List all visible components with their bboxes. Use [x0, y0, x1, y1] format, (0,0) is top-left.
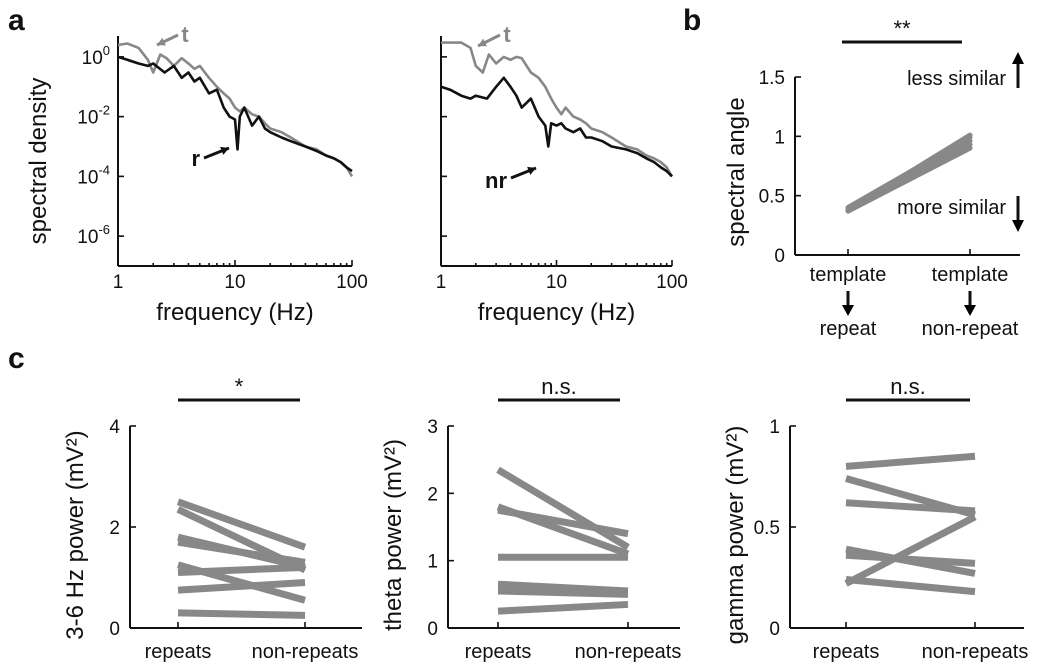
y-tick-label: 1 [769, 417, 780, 438]
arrow-head [478, 38, 487, 47]
annotation-label: t [503, 22, 511, 47]
annotation-label: r [191, 146, 200, 171]
y-axis-label: gamma power (mV²) [722, 426, 749, 645]
significance-label: * [235, 374, 244, 399]
annotation-more-similar: more similar [897, 197, 1006, 219]
annotation-label: nr [485, 168, 507, 193]
y-tick-label: 1 [774, 127, 785, 148]
category-label: non-repeats [575, 641, 682, 663]
pair-line [177, 609, 306, 619]
pair-line [177, 563, 306, 576]
significance-label: n.s. [541, 374, 576, 399]
y-tick-label: 1.5 [759, 68, 785, 89]
y-axis-label: theta power (mV²) [380, 439, 407, 631]
significance-label: n.s. [890, 374, 925, 399]
y-tick-label: 10-4 [77, 162, 110, 188]
y-axis-label: 3-6 Hz power (mV²) [62, 430, 89, 639]
pair-line [845, 576, 976, 596]
down-arrow-head [964, 305, 976, 316]
y-tick-label: 10-2 [77, 103, 110, 129]
y-tick-label: 0 [427, 619, 438, 640]
y-tick-label: 1 [427, 552, 438, 573]
up-arrow-head [1012, 52, 1024, 64]
category-label: non-repeats [252, 641, 359, 663]
annotation-label: t [181, 22, 189, 47]
arrow-head [220, 146, 229, 155]
spectral-angle-plot: 0 0.5 1 1.5 spectral angle template repeat temp… [723, 16, 1024, 340]
pair-line [844, 513, 977, 587]
y-tick-label: 0 [109, 619, 120, 640]
pair-line [497, 587, 629, 598]
pair-line [177, 538, 306, 566]
spectrum-plot-nonrepeat: 1 10 100 frequency (Hz) t nr [436, 22, 688, 326]
x-axis-label: frequency (Hz) [156, 299, 313, 326]
pair-line [497, 506, 629, 538]
category-label: non-repeats [922, 641, 1029, 663]
x-tick-label: 1 [436, 272, 447, 293]
y-tick-label: 0 [774, 246, 785, 267]
y-tick-label: 100 [82, 43, 110, 69]
down-arrow-head [1012, 220, 1024, 232]
y-axis-label: spectral density [25, 78, 52, 245]
y-tick-label: 4 [109, 417, 120, 438]
x-tick-label: 100 [656, 272, 688, 293]
power-plot-3-6hz: 0 2 4 repeats non-repeats * 3-6 Hz power (mV²) [62, 374, 362, 663]
category-label-top: template [932, 264, 1009, 286]
pair-line [845, 551, 976, 567]
x-tick-label: 1 [113, 272, 124, 293]
pair-line [176, 498, 307, 551]
x-tick-label: 10 [224, 272, 245, 293]
category-label-bottom: non-repeat [922, 318, 1019, 340]
power-plot-theta: 0 1 2 3 repeats non-repeats n.s. theta power (m… [380, 374, 681, 663]
y-tick-label: 2 [109, 518, 120, 539]
x-axis-label: frequency (Hz) [478, 299, 635, 326]
significance-label: ** [893, 16, 911, 41]
pair-line [496, 466, 630, 551]
y-tick-label: 10-6 [77, 222, 110, 248]
pair-line [177, 579, 306, 594]
pair-line [497, 580, 629, 595]
panel-letter-a: a [8, 4, 25, 37]
category-label-bottom: repeat [820, 318, 877, 340]
pair-line [845, 132, 973, 213]
y-tick-label: 0.5 [759, 187, 785, 208]
pair-line [845, 499, 976, 515]
panel-letter-c: c [8, 342, 25, 375]
template-spectrum-line [441, 41, 674, 178]
y-tick-label: 3 [427, 417, 438, 438]
pair-line [497, 600, 629, 615]
spectrum-line [440, 76, 673, 178]
pair-line [845, 452, 976, 470]
annotation-less-similar: less similar [907, 68, 1006, 90]
panel-letter-b: b [683, 4, 701, 37]
down-arrow-head [842, 305, 854, 316]
x-tick-label: 100 [336, 272, 368, 293]
category-label-top: template [810, 264, 887, 286]
y-axis-label: spectral angle [723, 97, 750, 246]
template-spectrum-line [117, 42, 354, 178]
y-tick-label: 0.5 [754, 518, 780, 539]
power-plot-gamma: 0 0.5 1 repeats non-repeats n.s. gamma power (… [722, 374, 1028, 663]
arrow-head [527, 166, 536, 175]
category-label: repeats [813, 641, 880, 663]
category-label: repeats [465, 641, 532, 663]
category-label: repeats [145, 641, 212, 663]
spectrum-line [117, 55, 353, 173]
y-tick-label: 2 [427, 484, 438, 505]
arrow-head [157, 37, 166, 46]
x-tick-label: 10 [546, 272, 567, 293]
spectrum-plot-repeat: 1 10 100 100 10-2 10-4 10-6 frequency (Hz) spect… [25, 22, 368, 326]
y-tick-label: 0 [769, 619, 780, 640]
